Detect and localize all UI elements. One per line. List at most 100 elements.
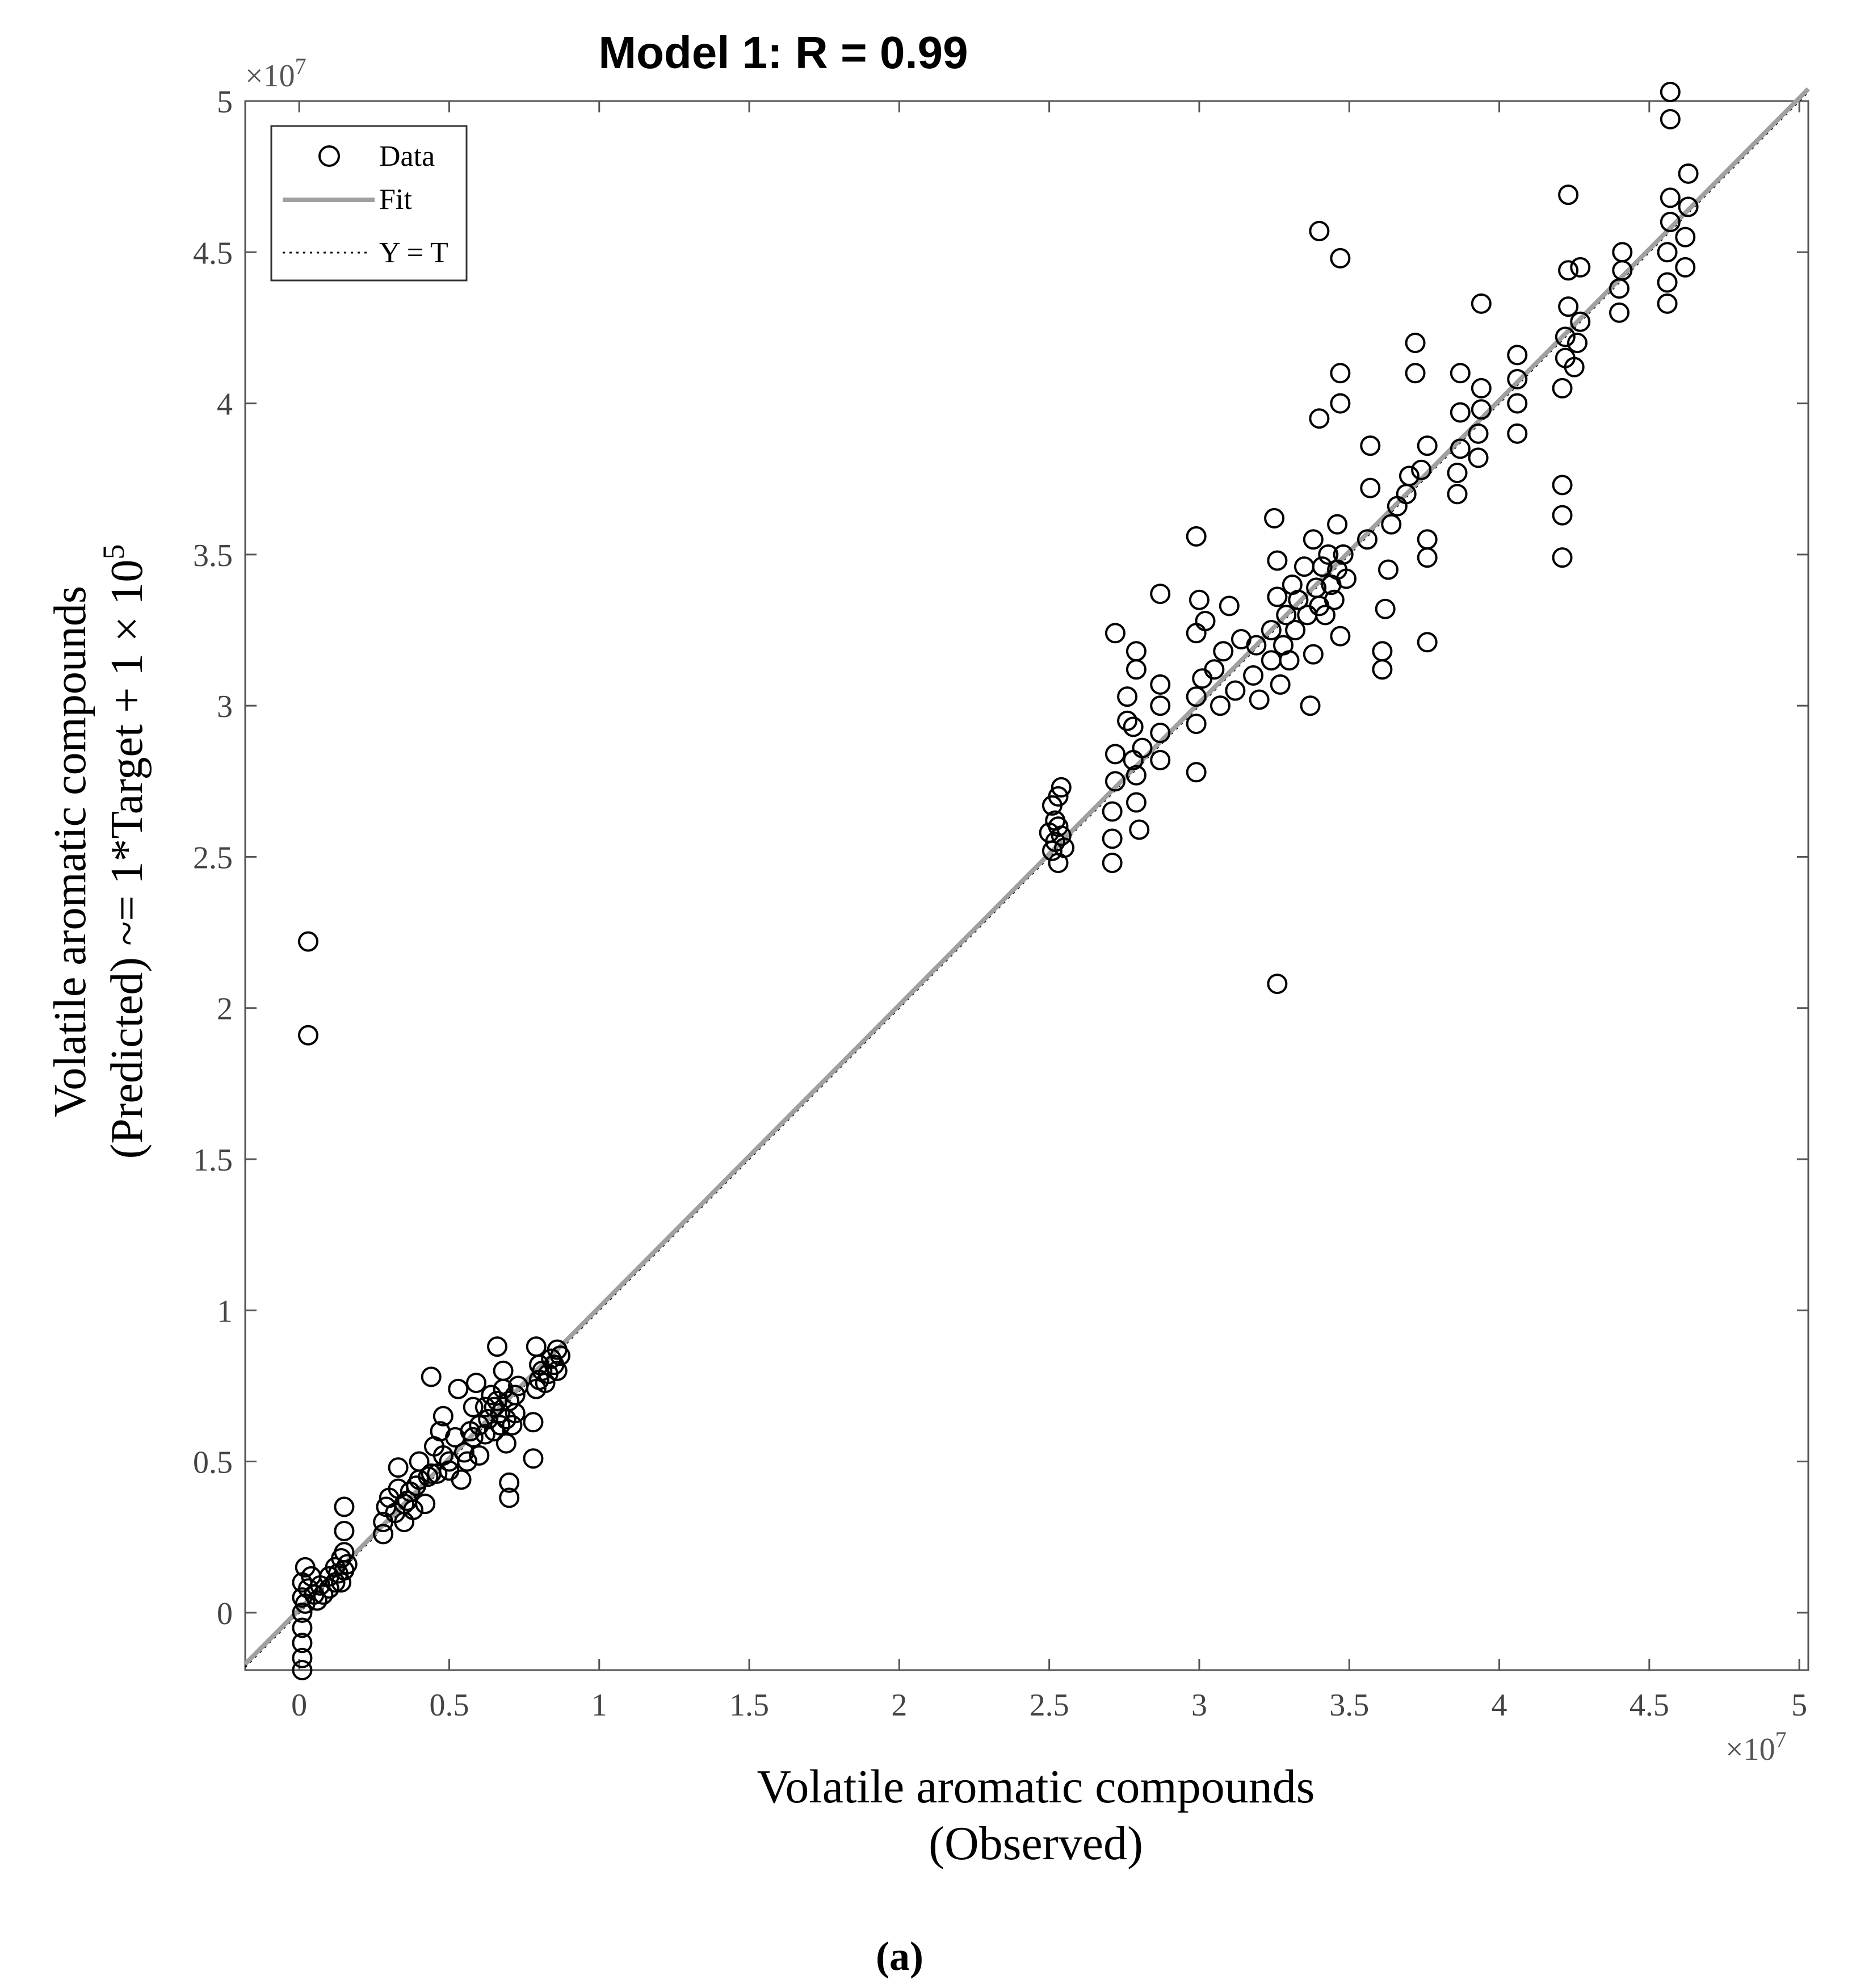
data-point <box>1204 659 1225 680</box>
data-point <box>1249 689 1270 710</box>
data-point <box>1048 816 1069 837</box>
data-point <box>1471 399 1492 420</box>
data-point <box>415 1494 436 1515</box>
data-point <box>1507 368 1528 389</box>
data-point <box>1048 786 1069 807</box>
data-point <box>1399 465 1420 486</box>
data-point <box>1132 737 1153 758</box>
data-point <box>1558 296 1579 317</box>
data-point <box>448 1378 469 1399</box>
data-point <box>1417 529 1438 550</box>
data-point <box>1279 650 1300 671</box>
data-point <box>418 1466 439 1487</box>
data-point <box>1126 792 1147 813</box>
data-point <box>1660 212 1681 233</box>
data-point <box>421 1366 442 1387</box>
data-point <box>1243 665 1264 686</box>
y-axis-label-line2: (Predicted) ~= 1*Target + 1 × 105 <box>96 544 152 1159</box>
data-point <box>409 1451 430 1472</box>
figure-caption: (a) <box>876 1934 923 1979</box>
x-axis-label-line1: Volatile aromatic compounds <box>757 1760 1315 1813</box>
data-point <box>1102 853 1123 874</box>
data-point <box>1375 598 1396 619</box>
x-tick-label: 0.5 <box>429 1688 469 1723</box>
data-point <box>1570 257 1591 278</box>
data-point <box>1126 641 1147 662</box>
data-point <box>334 1521 355 1542</box>
data-point <box>463 1396 484 1417</box>
data-point <box>292 1602 313 1623</box>
data-point <box>1447 463 1468 484</box>
data-point <box>1303 529 1324 550</box>
legend-label-data: Data <box>379 140 435 173</box>
data-point <box>1660 82 1681 103</box>
data-point <box>319 1578 340 1599</box>
data-point <box>1054 837 1075 858</box>
x-tick-label: 1.5 <box>729 1688 769 1723</box>
data-point <box>1267 974 1288 995</box>
data-point <box>313 1584 334 1605</box>
data-point <box>1189 589 1210 610</box>
data-point <box>1372 641 1393 662</box>
data-point <box>481 1385 502 1406</box>
data-point <box>1315 605 1336 626</box>
data-point <box>502 1415 523 1436</box>
y-axis-label-line1: Volatile aromatic compounds <box>45 586 95 1117</box>
data-point <box>334 1496 355 1517</box>
data-point <box>1660 187 1681 208</box>
data-point <box>1102 801 1123 822</box>
data-point <box>1450 438 1471 459</box>
data-point <box>1105 771 1126 792</box>
data-point <box>1285 619 1306 640</box>
data-point <box>1450 402 1471 423</box>
data-point <box>1567 333 1588 354</box>
x-tick-label: 2 <box>891 1688 907 1723</box>
data-points <box>292 82 1699 1680</box>
data-point <box>1558 184 1579 205</box>
x-tick-label: 0 <box>291 1688 307 1723</box>
data-point <box>432 1406 453 1427</box>
data-point <box>1186 686 1207 707</box>
data-point <box>1192 668 1213 689</box>
data-point <box>1507 393 1528 414</box>
y-tick-label: 2 <box>217 992 233 1027</box>
legend-label-identity: Y = T <box>379 237 448 269</box>
data-point <box>1552 475 1573 496</box>
x-exponent: ×107 <box>1725 1727 1787 1767</box>
data-point <box>1411 459 1432 480</box>
data-point <box>495 1433 516 1454</box>
data-point <box>1660 108 1681 129</box>
data-point <box>1210 695 1231 716</box>
data-point <box>1267 586 1288 607</box>
y-axis-label: Volatile aromatic compounds (Predicted) … <box>45 544 152 1159</box>
data-point <box>1309 221 1330 242</box>
data-point <box>1330 393 1351 414</box>
data-point <box>1261 619 1282 640</box>
data-point <box>526 1336 547 1357</box>
legend-box <box>270 125 468 282</box>
data-point <box>1357 529 1378 550</box>
data-point <box>1612 242 1633 263</box>
data-point <box>1276 605 1297 626</box>
data-point <box>1264 508 1285 529</box>
data-point <box>550 1345 571 1366</box>
data-point <box>1564 357 1585 378</box>
y-tick-label: 1 <box>217 1294 233 1329</box>
data-point <box>292 1660 313 1680</box>
data-point <box>547 1360 568 1381</box>
data-point <box>334 1542 355 1563</box>
data-point <box>1123 716 1144 737</box>
data-point <box>388 1457 409 1478</box>
data-point <box>306 1590 327 1611</box>
data-point <box>505 1403 526 1424</box>
data-point <box>1261 650 1282 671</box>
y-tick-label: 1.5 <box>193 1143 233 1178</box>
data-point <box>1330 363 1351 384</box>
data-point <box>523 1448 544 1469</box>
y-tick-labels: 0 0.5 1 1.5 2 2.5 3 3.5 4 4.5 5 <box>193 85 233 1631</box>
data-point <box>1225 680 1246 701</box>
data-point <box>1552 547 1573 568</box>
x-tick-label: 3 <box>1191 1688 1207 1723</box>
data-point <box>535 1373 556 1394</box>
y-tick-label: 4.5 <box>193 236 233 271</box>
